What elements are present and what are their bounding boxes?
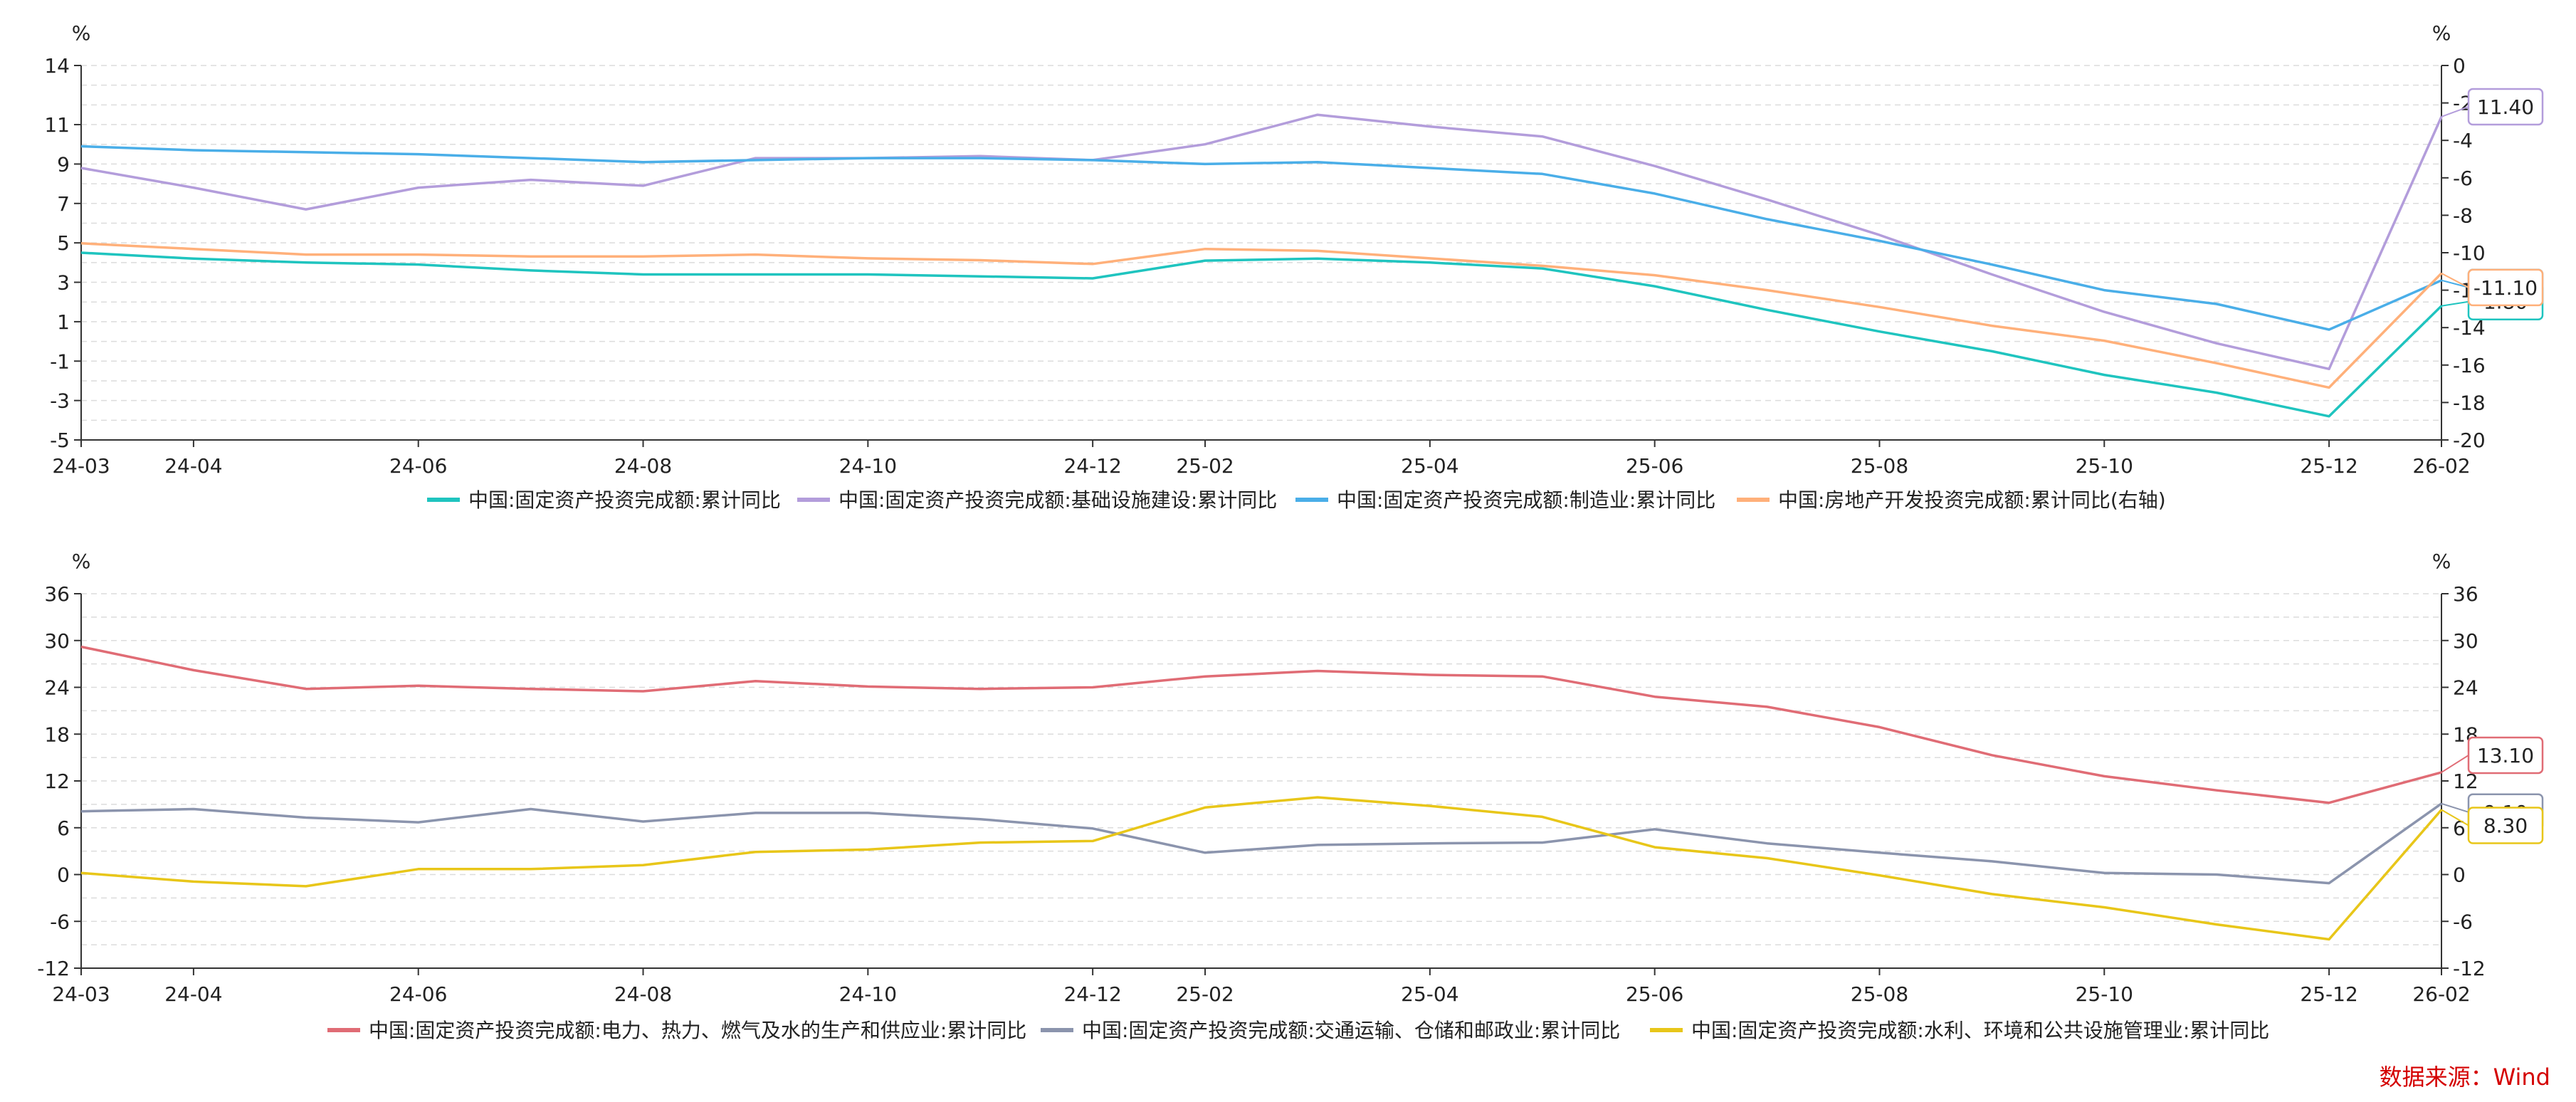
legend-label: 中国:固定资产投资完成额:电力、热力、燃气及水的生产和供应业:累计同比 [369,1019,1026,1042]
series-line [80,145,2442,331]
right-tick-label: 0 [2453,54,2466,78]
end-value-box [2467,268,2544,307]
left-tick-label: 18 [44,723,70,746]
x-tick-label: 25-08 [1851,454,1908,478]
x-tick-label: 24-08 [614,454,672,478]
x-tick-label: 25-02 [1176,454,1234,478]
legend-label: 中国:固定资产投资完成额:水利、环境和公共设施管理业:累计同比 [1691,1019,2269,1042]
x-tick-label: 25-04 [1401,982,1458,1006]
right-tick-label: 0 [2453,864,2466,887]
x-tick-label: 26-02 [2412,982,2470,1006]
end-value-label: 8.30 [2483,814,2528,838]
left-tick-label: 3 [57,271,70,295]
end-value-label: -11.10 [2474,276,2538,300]
x-tick-label: 25-06 [1626,982,1683,1006]
right-axis-unit: % [2432,550,2451,573]
right-tick-label: -18 [2453,391,2486,414]
x-tick-label: 24-06 [389,454,447,478]
end-label-connector [2441,755,2469,773]
data-source-note: 数据来源：Wind [2379,1064,2550,1091]
legend-label: 中国:固定资产投资完成额:累计同比 [468,488,781,512]
x-tick-label: 25-02 [1176,982,1234,1006]
right-tick-label: 36 [2453,582,2478,606]
left-tick-label: 6 [57,817,70,840]
left-tick-label: 36 [44,582,70,606]
x-tick-label: 24-06 [389,982,447,1006]
left-tick-label: -12 [37,957,70,980]
series-line [80,242,2443,389]
left-tick-label: 0 [57,864,70,887]
right-tick-label: -6 [2453,167,2473,190]
end-value-label: 11.40 [2477,95,2534,119]
left-tick-label: -3 [50,389,70,413]
x-tick-label: 24-04 [164,454,222,478]
right-tick-label: 30 [2453,629,2478,653]
right-tick-label: -6 [2453,910,2473,933]
left-tick-label: 24 [44,676,70,700]
x-tick-label: 25-12 [2300,454,2357,478]
x-tick-label: 24-10 [839,454,897,478]
x-tick-label: 25-04 [1401,454,1458,478]
left-tick-label: 30 [44,629,70,653]
end-value-box [2467,88,2544,126]
legend-label: 中国:固定资产投资完成额:交通运输、仓储和邮政业:累计同比 [1082,1019,1620,1042]
x-tick-label: 24-12 [1063,454,1121,478]
series-line [80,113,2443,371]
legend-label: 中国:固定资产投资完成额:制造业:累计同比 [1337,488,1715,512]
x-tick-label: 25-08 [1851,982,1908,1006]
series-line [80,802,2443,885]
left-tick-label: 7 [57,192,70,216]
left-tick-label: 12 [44,770,70,793]
end-label-connector [2441,809,2469,826]
legend-label: 中国:房地产开发投资完成额:累计同比(右轴) [1778,488,2166,512]
end-label-connector [2441,802,2469,813]
x-tick-label: 25-10 [2076,982,2133,1006]
left-tick-label: 5 [57,231,70,255]
series-line [80,251,2443,418]
end-label-connector [2441,279,2469,288]
right-tick-label: 24 [2453,676,2478,700]
x-tick-label: 25-12 [2300,982,2357,1006]
series-line [80,796,2443,941]
right-axis-unit: % [2432,21,2451,45]
right-tick-label: -12 [2453,957,2486,980]
right-tick-label: -16 [2453,354,2486,377]
left-axis-unit: % [72,550,91,573]
right-tick-label: -20 [2453,429,2486,452]
x-tick-label: 25-06 [1626,454,1683,478]
x-tick-label: 24-04 [164,982,222,1006]
end-value-box [2467,807,2544,844]
end-label-connector [2441,300,2469,307]
x-tick-label: 24-10 [839,982,897,1006]
x-tick-label: 25-10 [2076,454,2133,478]
x-tick-label: 24-03 [52,982,110,1006]
right-tick-label: -10 [2453,241,2486,265]
left-tick-label: 14 [44,54,70,78]
left-axis-unit: % [72,21,91,45]
series-line [80,645,2442,804]
legend-label: 中国:固定资产投资完成额:基础设施建设:累计同比 [838,488,1277,512]
end-value-box [2467,736,2544,775]
right-tick-label: -4 [2453,129,2473,152]
left-tick-label: -5 [50,429,70,452]
left-tick-label: 9 [57,152,70,176]
left-tick-label: -1 [50,350,70,373]
x-tick-label: 24-12 [1063,982,1121,1006]
end-value-label: 13.10 [2477,744,2534,767]
right-tick-label: -8 [2453,204,2473,227]
left-tick-label: 1 [57,310,70,334]
x-tick-label: 26-02 [2412,454,2470,478]
x-tick-label: 24-03 [52,454,110,478]
end-label-connector [2441,106,2469,117]
left-tick-label: 11 [44,113,70,137]
end-label-connector [2441,273,2469,288]
left-tick-label: -6 [50,910,70,933]
x-tick-label: 24-08 [614,982,672,1006]
